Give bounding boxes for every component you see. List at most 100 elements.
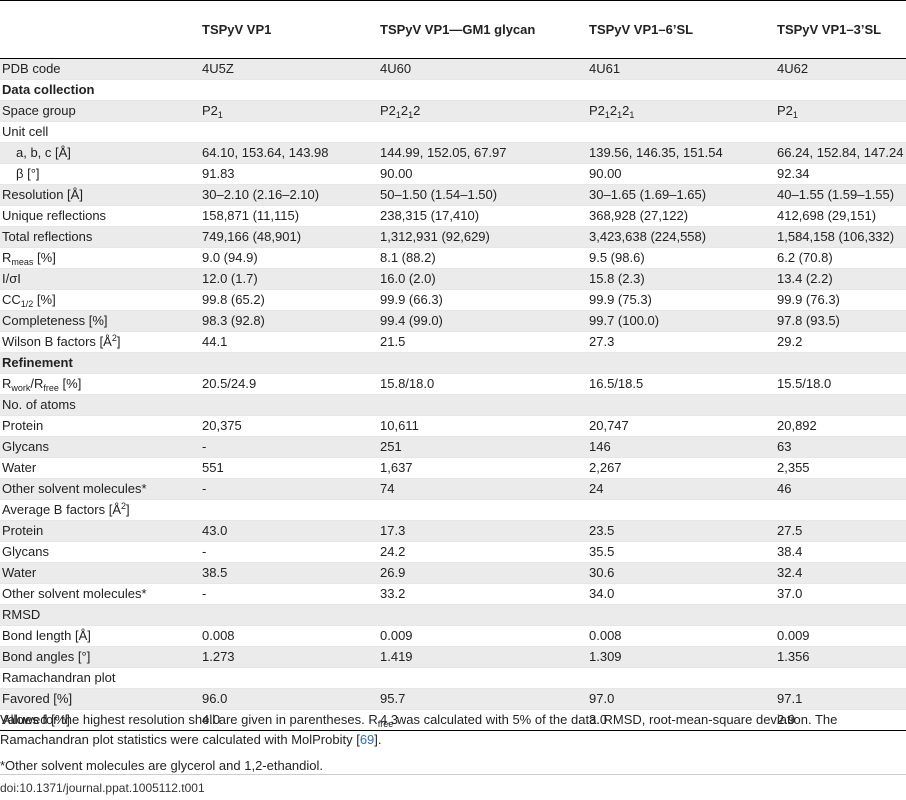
reference-link[interactable]: 69 — [359, 732, 375, 747]
row-label: Bond length [Å] — [0, 625, 200, 647]
table-row: Resolution [Å] 30–2.10 (2.16–2.10) 50–1.50… — [0, 184, 906, 206]
table-row: CC1/2 [%] 99.8 (65.2) 99.9 (66.3) 99.9 (75.… — [0, 289, 906, 311]
table-cell: 238,315 (17,410) — [378, 205, 587, 227]
row-label: Glycans — [0, 436, 200, 458]
table-cell — [587, 499, 775, 521]
table-cell — [378, 667, 587, 689]
table-cell: 2,267 — [587, 457, 775, 479]
table-row: Allowed [%] 4.0 4.3 3.0 2.9 — [0, 709, 906, 731]
table-cell: 44.1 — [200, 331, 378, 353]
table-cell: 4U62 — [775, 58, 906, 80]
table-cell: 27.3 — [587, 331, 775, 353]
table-cell: 0.009 — [775, 625, 906, 647]
table-cell: 4U60 — [378, 58, 587, 80]
row-label: a, b, c [Å] — [0, 142, 200, 164]
table-cell: 4.3 — [378, 709, 587, 731]
table-cell — [200, 499, 378, 521]
table-row: Bond length [Å] 0.008 0.009 0.008 0.009 — [0, 625, 906, 647]
row-label: Unique reflections — [0, 205, 200, 227]
table-cell — [200, 79, 378, 101]
table-row: Other solvent molecules* -33.2 34.0 37.0 — [0, 583, 906, 605]
row-label: Other solvent molecules* — [0, 583, 200, 605]
row-label: Rmeas [%] — [0, 247, 200, 269]
table-cell — [775, 394, 906, 416]
table-row: Rmeas [%] 9.0 (94.9) 8.1 (88.2) 9.5 (98.6) 6… — [0, 247, 906, 269]
row-label: RMSD — [0, 604, 200, 626]
table-cell: 40–1.55 (1.59–1.55) — [775, 184, 906, 206]
table-cell: 9.0 (94.9) — [200, 247, 378, 269]
table-cell: 15.8/18.0 — [378, 373, 587, 395]
table-cell: 1,637 — [378, 457, 587, 479]
table-cell: 13.4 (2.2) — [775, 268, 906, 290]
table-cell: 26.9 — [378, 562, 587, 584]
table-cell: 98.3 (92.8) — [200, 310, 378, 332]
table-cell: P212121 — [587, 100, 775, 122]
table-row: Bond angles [°] 1.273 1.419 1.309 1.356 — [0, 646, 906, 668]
table-cell: 4.0 — [200, 709, 378, 731]
table-cell: 146 — [587, 436, 775, 458]
table-cell: 6.2 (70.8) — [775, 247, 906, 269]
footnote-values: Values for the highest resolution shell … — [0, 712, 838, 747]
table-cell: 1,312,931 (92,629) — [378, 226, 587, 248]
table-row: Wilson B factors [Å2] 44.1 21.5 27.3 29.2 — [0, 331, 906, 353]
row-label: I/σI — [0, 268, 200, 290]
table-cell: P21 — [775, 100, 906, 122]
table-cell: 15.8 (2.3) — [587, 268, 775, 290]
table-cell: 10,611 — [378, 415, 587, 437]
table-cell — [587, 352, 775, 374]
table-cell — [378, 352, 587, 374]
table-row: PDB code 4U5Z 4U60 4U61 4U62 — [0, 58, 906, 80]
table-row: Average B factors [Å2] — [0, 499, 906, 521]
table-cell: 20,375 — [200, 415, 378, 437]
footnote-solvent: *Other solvent molecules are glycerol an… — [0, 758, 324, 773]
row-label: β [°] — [0, 163, 200, 185]
table-cell: 8.1 (88.2) — [378, 247, 587, 269]
row-label: Glycans — [0, 541, 200, 563]
table-cell: 96.0 — [200, 688, 378, 710]
table-cell — [775, 499, 906, 521]
table-cell: 1.273 — [200, 646, 378, 668]
table-cell: P21212 — [378, 100, 587, 122]
table-row: Protein 20,375 10,611 20,747 20,892 — [0, 415, 906, 437]
table-row: Unique reflections 158,871 (11,115) 238,31… — [0, 205, 906, 227]
table-cell: 99.7 (100.0) — [587, 310, 775, 332]
table-footnotes: Values for the highest resolution shell … — [0, 710, 906, 776]
table-cell: - — [200, 583, 378, 605]
table-cell: - — [200, 478, 378, 500]
row-label: Other solvent molecules* — [0, 478, 200, 500]
table-cell: 90.00 — [587, 163, 775, 185]
table-row: Other solvent molecules* -74 24 46 — [0, 478, 906, 500]
table-cell: 29.2 — [775, 331, 906, 353]
table-cell: 97.0 — [587, 688, 775, 710]
table-header-row: TSPyV VP1 TSPyV VP1—GM1 glycan TSPyV VP1… — [0, 1, 906, 59]
column-header: TSPyV VP1 — [200, 1, 378, 59]
table-cell: 158,871 (11,115) — [200, 205, 378, 227]
row-label: Average B factors [Å2] — [0, 499, 200, 521]
table-cell — [378, 121, 587, 143]
row-label: Bond angles [°] — [0, 646, 200, 668]
crystallography-table: TSPyV VP1 TSPyV VP1—GM1 glycan TSPyV VP1… — [0, 1, 906, 731]
table-cell — [200, 604, 378, 626]
table-cell: 30–1.65 (1.69–1.65) — [587, 184, 775, 206]
table-cell: 2,355 — [775, 457, 906, 479]
table-cell: 551 — [200, 457, 378, 479]
table-row: Glycans -24.2 35.5 38.4 — [0, 541, 906, 563]
row-label: Unit cell — [0, 121, 200, 143]
table-row: Completeness [%] 98.3 (92.8) 99.4 (99.0) 99… — [0, 310, 906, 332]
section-heading: Refinement — [0, 352, 200, 374]
table-row: Space group P21 P21212 P212121 P21 — [0, 100, 906, 122]
table-cell: 30.6 — [587, 562, 775, 584]
table-cell: 66.24, 152.84, 147.24 — [775, 142, 906, 164]
table-cell: 74 — [378, 478, 587, 500]
table-cell: - — [200, 541, 378, 563]
column-header — [0, 1, 200, 59]
table-cell: 24.2 — [378, 541, 587, 563]
table-cell: 4U5Z — [200, 58, 378, 80]
table-cell: 90.00 — [378, 163, 587, 185]
table-cell: 0.008 — [587, 625, 775, 647]
table-cell: 0.009 — [378, 625, 587, 647]
table-cell: 20,892 — [775, 415, 906, 437]
row-label: Total reflections — [0, 226, 200, 248]
table-cell — [775, 121, 906, 143]
table-cell: 16.0 (2.0) — [378, 268, 587, 290]
